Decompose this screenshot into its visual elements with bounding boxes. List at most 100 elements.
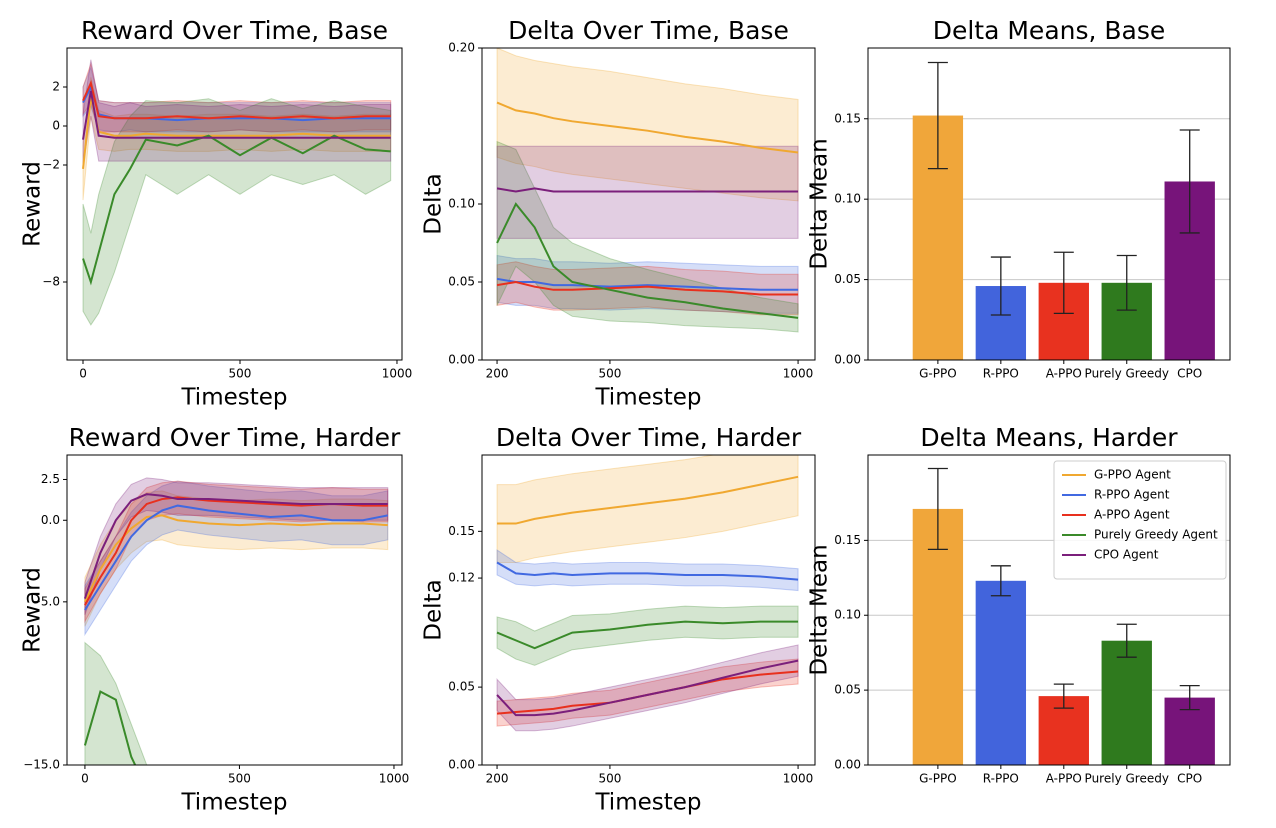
x-tick-label: 500 (598, 772, 621, 786)
error-bar (1116, 254, 1137, 311)
y-tick-label: 0.05 (834, 683, 861, 697)
y-tick-label: 0 (52, 119, 60, 133)
y-axis-label: Delta (421, 173, 447, 234)
error-bar (927, 61, 948, 170)
bar (912, 508, 964, 765)
bar (975, 580, 1027, 765)
plot-frame (867, 454, 1231, 766)
bar (1101, 640, 1152, 765)
y-axis-label: Delta (421, 579, 447, 640)
chart-title: Delta Over Time, Harder (496, 423, 802, 452)
x-tick-label: 500 (598, 367, 621, 381)
x-tick-label: 1000 (783, 772, 814, 786)
x-tick-label: Purely Greedy (1085, 367, 1169, 381)
y-axis-label: Reward (20, 161, 46, 247)
y-tick-label: 0.05 (834, 272, 861, 286)
plot-frame (481, 47, 816, 361)
x-tick-label: 0 (79, 367, 87, 381)
y-tick-label: 0.0 (41, 513, 60, 527)
y-tick-label: 2.5 (41, 472, 60, 486)
y-axis-label: Delta Mean (807, 138, 833, 269)
x-tick-label: 200 (486, 772, 509, 786)
x-axis-label: Timestep (180, 385, 287, 411)
x-tick-label: 1000 (382, 367, 413, 381)
error-bar (990, 565, 1011, 597)
plot-area (82, 59, 392, 326)
legend-label: R-PPO Agent (1094, 488, 1170, 502)
x-axis-label: Timestep (180, 790, 287, 816)
series-line (82, 96, 391, 170)
y-axis-label: Reward (20, 567, 46, 653)
series-line (496, 277, 799, 291)
plot-frame (867, 47, 1231, 361)
y-tick-label: 0.12 (448, 571, 475, 585)
x-tick-label: CPO (1177, 367, 1202, 381)
series-line (497, 475, 799, 525)
x-tick-label: 1000 (379, 772, 410, 786)
legend-label: G-PPO Agent (1094, 468, 1171, 482)
legend-label: A-PPO Agent (1094, 508, 1170, 522)
plot-frame (481, 454, 816, 766)
confidence-band (84, 641, 148, 765)
series-line (496, 280, 799, 296)
confidence-band (82, 98, 392, 326)
plot-area (496, 455, 799, 732)
y-tick-label: −5.0 (31, 594, 60, 608)
y-tick-label: 0.15 (448, 524, 475, 538)
series-line (82, 79, 391, 120)
series-line (496, 659, 799, 717)
confidence-band (82, 59, 392, 166)
legend-box (1053, 460, 1227, 580)
y-tick-label: 0.10 (448, 197, 475, 211)
confidence-band (496, 261, 799, 316)
confidence-band (82, 61, 392, 133)
y-tick-label: 0.00 (448, 353, 475, 367)
confidence-band (496, 455, 799, 563)
y-tick-label: 0.15 (834, 533, 861, 547)
legend-label: CPO Agent (1094, 548, 1159, 562)
series-line (83, 690, 137, 765)
y-tick-label: 0.00 (448, 758, 475, 772)
error-bar (927, 467, 948, 550)
y-tick-label: 0.00 (834, 758, 861, 772)
y-tick-label: 0.05 (448, 680, 475, 694)
x-tick-label: 1000 (783, 367, 814, 381)
y-tick-label: 0.10 (834, 192, 861, 206)
x-axis-label: Timestep (594, 385, 701, 411)
plot-frame (66, 47, 403, 361)
panel: Delta Means, Base Delta Mean 0.00 0.05 0.10 0… (807, 16, 1231, 381)
x-tick-label: G-PPO (919, 772, 957, 786)
x-tick-label: R-PPO (983, 367, 1019, 381)
confidence-band (496, 48, 799, 202)
x-tick-label: G-PPO (919, 367, 957, 381)
series-line (496, 561, 799, 581)
series-line (84, 514, 388, 603)
confidence-band (496, 549, 799, 592)
y-tick-label: 0.05 (448, 275, 475, 289)
plot-frame (66, 454, 403, 766)
confidence-band (84, 480, 389, 637)
y-tick-label: −15.0 (23, 758, 60, 772)
series-line (82, 90, 391, 140)
chart-title: Delta Means, Harder (920, 423, 1178, 452)
series-line (496, 620, 799, 650)
x-tick-label: A-PPO (1046, 367, 1082, 381)
x-tick-label: 0 (81, 772, 89, 786)
y-tick-label: 0.10 (834, 608, 861, 622)
confidence-band (496, 644, 799, 732)
confidence-band (496, 605, 799, 666)
x-tick-label: CPO (1177, 772, 1202, 786)
y-tick-label: 0.00 (834, 353, 861, 367)
x-tick-label: Purely Greedy (1085, 772, 1169, 786)
panel: Reward Over Time, Base Reward Timestep 2 0 −2… (20, 16, 413, 411)
legend: G-PPO Agent R-PPO Agent A-PPO Agent Purely … (1053, 460, 1227, 580)
chart-title: Delta Means, Base (933, 16, 1166, 45)
y-tick-label: 0.20 (448, 41, 475, 55)
panel: Delta Means, Harder Delta Mean 0.00 0.05 0.1… (807, 423, 1231, 786)
y-tick-label: −8 (42, 275, 60, 289)
error-bar (990, 256, 1011, 316)
series-line (496, 202, 799, 319)
series-line (83, 493, 388, 599)
x-tick-label: 500 (229, 367, 252, 381)
